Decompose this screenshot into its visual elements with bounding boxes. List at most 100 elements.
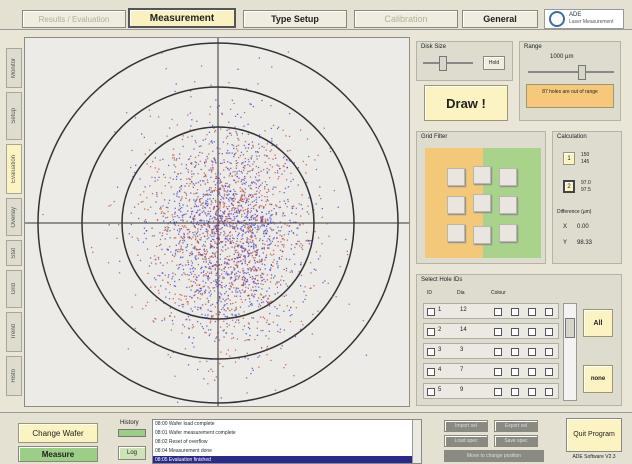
measure-button[interactable]: Measure xyxy=(18,446,98,462)
diff-y-value: 98.33 xyxy=(577,240,593,246)
hole-row-colour-option[interactable] xyxy=(545,368,553,376)
quit-program-button[interactable]: Quit Program xyxy=(566,418,622,452)
grid-cell-8[interactable] xyxy=(473,226,491,244)
grid-cell-7[interactable] xyxy=(447,224,465,242)
hole-row-colour-option[interactable] xyxy=(528,388,536,396)
hole-row-id: 2 xyxy=(438,327,442,333)
disk-size-slider-thumb[interactable] xyxy=(439,56,447,71)
hole-row-colour-option[interactable] xyxy=(545,328,553,336)
export-sel-button[interactable]: Export sel xyxy=(494,420,538,432)
select-all-button[interactable]: All xyxy=(583,309,613,337)
side-tab-overlay[interactable]: Overlay xyxy=(6,198,22,236)
grid-cell-5[interactable] xyxy=(473,194,491,212)
import-sel-button[interactable]: Import sel xyxy=(444,420,488,432)
grid-cell-4[interactable] xyxy=(447,196,465,214)
hole-row-colour-option[interactable] xyxy=(494,368,502,376)
tab-type-setup[interactable]: Type Setup xyxy=(243,10,347,28)
hole-row-colour-option[interactable] xyxy=(494,348,502,356)
side-tab-setup[interactable]: Setup xyxy=(6,92,22,140)
hole-row-colour-option[interactable] xyxy=(511,388,519,396)
hole-row-colour-option[interactable] xyxy=(511,308,519,316)
hole-row[interactable]: 2 14 xyxy=(423,323,559,339)
version-label: ADE Software V2.3 xyxy=(572,454,616,460)
side-tab-grid[interactable]: Grid xyxy=(6,270,22,308)
select-none-button[interactable]: none xyxy=(583,365,613,393)
draw-button[interactable]: Draw ! xyxy=(424,85,508,121)
side-tab-stat[interactable]: Stat xyxy=(6,240,22,266)
side-tab-label: Stat xyxy=(11,247,17,259)
calc-button-2[interactable]: 2 xyxy=(563,180,575,193)
hole-row-colour-option[interactable] xyxy=(494,308,502,316)
hole-row-checkbox[interactable] xyxy=(427,348,435,356)
tab-results-evaluation[interactable]: Results / Evaluation xyxy=(22,10,126,28)
log-list-scrollbar[interactable] xyxy=(412,420,421,463)
hole-row-colour-option[interactable] xyxy=(511,368,519,376)
disk-size-slider[interactable] xyxy=(423,62,473,64)
side-tab-label: Histo xyxy=(11,369,17,383)
save-spec-button[interactable]: Save spec xyxy=(494,435,538,447)
grid-cell-3[interactable] xyxy=(499,168,517,186)
hole-row-colour-option[interactable] xyxy=(494,388,502,396)
calculation-panel: Calculation 1 150 145 2 97.0 97.5 Differ… xyxy=(552,131,622,264)
hole-row[interactable]: 1 12 xyxy=(423,303,559,319)
disk-size-hold-button[interactable]: Hold xyxy=(483,56,505,70)
side-tab-label: Grid xyxy=(11,283,17,295)
log-entry[interactable]: 08:02 Reset of overflow xyxy=(155,439,208,445)
hole-row-id: 1 xyxy=(438,307,442,313)
change-wafer-button[interactable]: Change Wafer xyxy=(18,423,98,443)
calc-row1-a: 150 xyxy=(581,152,590,158)
grid-cell-9[interactable] xyxy=(499,224,517,242)
calc-row1-b: 145 xyxy=(581,159,590,165)
side-tab-label: Overlay xyxy=(11,206,17,228)
side-tab-trend[interactable]: Trend xyxy=(6,312,22,352)
load-spec-button[interactable]: Load spec xyxy=(444,435,488,447)
log-entry[interactable]: 08:01 Wafer measurement complete xyxy=(155,430,236,436)
range-slider[interactable] xyxy=(528,71,614,73)
tab-measurement[interactable]: Measurement xyxy=(128,8,236,28)
hole-row-colour-option[interactable] xyxy=(511,328,519,336)
status-bar-text: Move to change position xyxy=(444,450,544,462)
side-tab-label: Evaluation xyxy=(11,154,17,184)
hole-row-dia: 7 xyxy=(460,367,464,373)
calc-button-1[interactable]: 1 xyxy=(563,152,575,165)
hole-row-checkbox[interactable] xyxy=(427,368,435,376)
hole-row-colour-option[interactable] xyxy=(545,348,553,356)
side-tab-histo[interactable]: Histo xyxy=(6,356,22,396)
side-tab-evaluation[interactable]: Evaluation xyxy=(6,144,22,194)
hole-row-colour-option[interactable] xyxy=(528,368,536,376)
disk-size-panel: Disk Size Hold xyxy=(416,41,513,81)
grid-cell-2[interactable] xyxy=(473,166,491,184)
tab-calibration[interactable]: Calibration xyxy=(354,10,458,28)
hole-row-checkbox[interactable] xyxy=(427,308,435,316)
hole-row-colour-option[interactable] xyxy=(494,328,502,336)
hole-list-scroll-thumb[interactable] xyxy=(565,318,575,338)
log-button[interactable]: Log xyxy=(118,446,146,460)
history-indicator xyxy=(118,429,146,437)
hole-row-checkbox[interactable] xyxy=(427,388,435,396)
side-tab-label: Monitor xyxy=(11,57,17,78)
hole-row-colour-option[interactable] xyxy=(511,348,519,356)
hole-row-checkbox[interactable] xyxy=(427,328,435,336)
tab-general[interactable]: General xyxy=(462,10,538,28)
log-entry[interactable]: 08:05 Evaluation finished xyxy=(153,456,421,463)
log-entry[interactable]: 08:04 Measurement done xyxy=(155,448,212,454)
hole-row-colour-option[interactable] xyxy=(528,328,536,336)
log-entry[interactable]: 08:00 Wafer load complete xyxy=(155,421,215,427)
hole-row-colour-option[interactable] xyxy=(545,308,553,316)
hole-row-id: 3 xyxy=(438,347,442,353)
hole-row-colour-option[interactable] xyxy=(545,388,553,396)
side-tab-monitor[interactable]: Monitor xyxy=(6,48,22,88)
range-slider-thumb[interactable] xyxy=(578,65,586,80)
hole-list-scrollbar[interactable] xyxy=(563,303,577,401)
diff-x-value: 0.00 xyxy=(577,224,589,230)
hole-row-colour-option[interactable] xyxy=(528,308,536,316)
hole-row-colour-option[interactable] xyxy=(528,348,536,356)
grid-cell-1[interactable] xyxy=(447,168,465,186)
hole-row-dia: 12 xyxy=(460,307,467,313)
hole-row-dia: 14 xyxy=(460,327,467,333)
grid-cell-6[interactable] xyxy=(499,196,517,214)
company-logo: ADE Laser Measurement xyxy=(544,9,624,29)
